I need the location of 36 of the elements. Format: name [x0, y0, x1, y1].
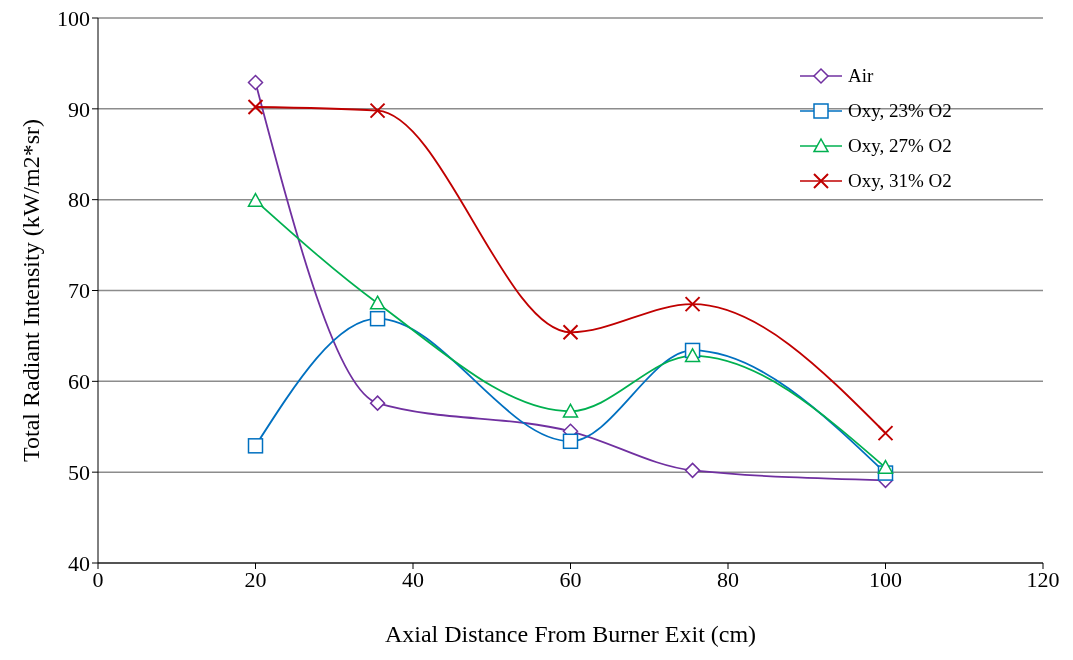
- y-tick-label: 80: [68, 187, 90, 213]
- y-tick-label: 100: [57, 5, 90, 31]
- y-tick-label: 90: [68, 96, 90, 122]
- x-tick-label: 80: [717, 566, 739, 592]
- point: [562, 403, 579, 418]
- x-tick-label: 120: [1026, 566, 1060, 592]
- x-tick-label: 60: [559, 566, 582, 592]
- point: [369, 395, 386, 411]
- point: [369, 295, 386, 310]
- point: [562, 324, 579, 341]
- point: [877, 459, 894, 474]
- point: [247, 438, 264, 454]
- legend-label: Air: [848, 64, 874, 87]
- y-axis-title: Total Radiant Intensity (kW/m2*sr): [17, 119, 44, 462]
- point: [684, 462, 701, 479]
- legend-label: Oxy, 27% O2: [848, 134, 952, 157]
- point: [684, 296, 701, 313]
- y-tick-label: 60: [68, 369, 90, 395]
- x-tick-label: 20: [244, 566, 267, 592]
- y-tick-label: 70: [68, 278, 90, 304]
- x-axis-title: Axial Distance From Burner Exit (cm): [384, 621, 757, 648]
- x-tick-label: 0: [92, 566, 104, 592]
- legend-label: Oxy, 31% O2: [848, 169, 952, 192]
- point: [369, 310, 386, 327]
- point: [369, 102, 386, 119]
- point: [247, 99, 264, 116]
- x-tick-label: 40: [402, 566, 424, 592]
- y-tick-label: 40: [68, 550, 90, 576]
- point: [877, 425, 894, 442]
- point: [562, 433, 579, 450]
- y-tick-label: 50: [68, 459, 90, 485]
- legend-label: Oxy, 23% O2: [848, 99, 952, 122]
- point: [684, 348, 701, 363]
- point: [247, 192, 264, 207]
- point: [247, 74, 264, 91]
- x-tick-label: 100: [869, 566, 902, 592]
